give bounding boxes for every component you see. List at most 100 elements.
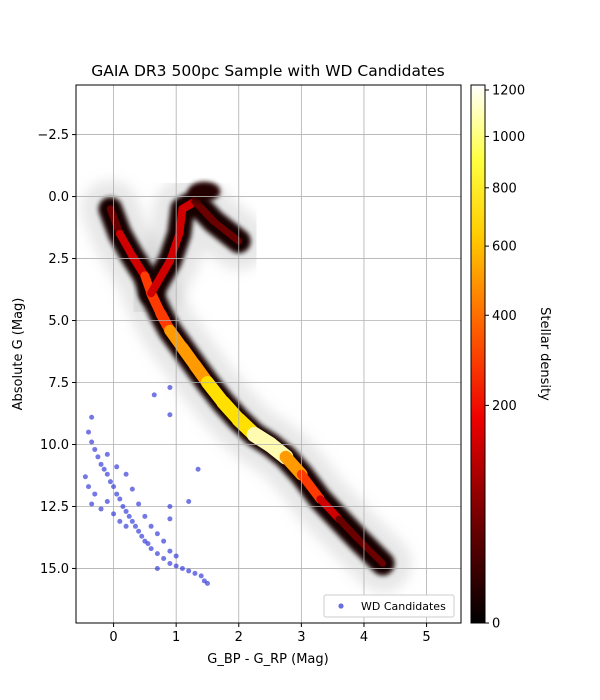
- wd-candidate-point: [167, 548, 173, 554]
- wd-candidate-point: [204, 580, 210, 586]
- wd-candidate-point: [179, 565, 185, 571]
- wd-candidate-point: [98, 461, 104, 467]
- main-sequence-segment: [316, 495, 343, 523]
- wd-candidate-point: [148, 546, 154, 552]
- x-axis-ticks: 0 1 2 3 4 5: [109, 623, 431, 645]
- wd-candidate-point: [114, 464, 120, 470]
- y-axis-ticks: −2.5 0.0 2.5 5.0 7.5 10.0 12.5 15.0: [37, 128, 76, 577]
- wd-candidate-point: [126, 513, 132, 519]
- colorbar-tick-label: 800: [492, 181, 517, 196]
- colorbar-tick-label: 1000: [492, 130, 525, 145]
- main-sequence-segment: [354, 535, 386, 567]
- wd-candidate-point: [151, 392, 157, 398]
- red-clump: [188, 181, 221, 202]
- colorbar-label: Stellar density: [537, 307, 552, 401]
- wd-candidate-point: [139, 533, 145, 539]
- wd-candidate-point: [132, 523, 138, 529]
- colorbar-tick-label: 400: [492, 309, 517, 324]
- giant-branch-segment: [175, 204, 187, 238]
- giant-branch-segment: [191, 197, 218, 226]
- wd-candidate-point: [186, 499, 192, 505]
- main-sequence-segment: [106, 205, 124, 238]
- wd-candidate-point: [136, 528, 142, 534]
- main-sequence-segment: [335, 515, 362, 543]
- wd-candidate-point: [104, 451, 110, 457]
- wd-candidates-series: [82, 384, 210, 586]
- wd-candidate-point: [129, 486, 135, 492]
- wd-candidate-point: [195, 466, 201, 472]
- colorbar-tick-label: 0: [492, 617, 500, 632]
- wd-candidate-point: [120, 503, 126, 509]
- wd-candidate-point: [117, 518, 123, 524]
- wd-candidate-point: [92, 446, 98, 452]
- wd-candidate-point: [123, 508, 129, 514]
- giant-branch-segment: [166, 229, 184, 265]
- y-tick-label: 5.0: [48, 314, 69, 329]
- wd-candidate-point: [167, 560, 173, 566]
- y-tick-label: 12.5: [40, 500, 69, 515]
- wd-candidate-point: [167, 412, 173, 418]
- chart-title: GAIA DR3 500pc Sample with WD Candidates: [91, 62, 444, 80]
- x-tick-label: 5: [422, 630, 430, 645]
- wd-candidate-point: [98, 506, 104, 512]
- colorbar-ticks: 0 200 400 600 800 1000 1200: [485, 84, 525, 632]
- x-tick-label: 0: [109, 630, 117, 645]
- wd-candidate-point: [186, 568, 192, 574]
- wd-candidate-point: [123, 471, 129, 477]
- wd-candidate-point: [129, 518, 135, 524]
- colorbar-tick-label: 1200: [492, 84, 525, 99]
- wd-candidate-point: [101, 466, 107, 472]
- plot-area: [76, 85, 461, 623]
- wd-candidate-point: [173, 563, 179, 569]
- y-tick-label: 0.0: [48, 190, 69, 205]
- main-sequence-segment: [296, 469, 325, 504]
- wd-candidate-point: [107, 479, 113, 485]
- wd-candidate-point: [167, 384, 173, 390]
- wd-candidate-point: [86, 429, 92, 435]
- legend-marker: [338, 603, 344, 609]
- wd-candidate-point: [161, 556, 167, 562]
- wd-candidate-point: [192, 570, 198, 576]
- y-tick-label: 15.0: [40, 562, 69, 577]
- colorbar: 0 200 400 600 800 1000 1200 Stellar density: [470, 84, 552, 632]
- wd-candidate-point: [104, 499, 110, 505]
- x-tick-label: 3: [297, 630, 305, 645]
- wd-candidate-point: [145, 541, 151, 547]
- colorbar-tick-label: 200: [492, 399, 517, 414]
- x-tick-label: 1: [172, 630, 180, 645]
- colorbar-gradient: [470, 84, 486, 624]
- wd-candidate-point: [104, 471, 110, 477]
- wd-candidate-point: [86, 484, 92, 490]
- main-sequence-segment: [115, 229, 137, 260]
- x-axis-label: G_BP - G_RP (Mag): [207, 652, 328, 667]
- wd-candidate-point: [161, 538, 167, 544]
- wd-candidate-point: [148, 523, 154, 529]
- grid-lines: [76, 85, 461, 623]
- wd-candidate-point: [92, 491, 98, 497]
- wd-candidate-point: [89, 414, 95, 420]
- wd-candidate-point: [95, 454, 101, 460]
- wd-candidate-point: [154, 531, 160, 537]
- wd-candidate-point: [82, 474, 88, 480]
- giant-branch-segment: [210, 217, 243, 245]
- wd-candidate-point: [89, 501, 95, 507]
- stellar-density-layer: [81, 172, 412, 593]
- plot-frame: [75, 84, 462, 624]
- wd-candidate-point: [154, 565, 160, 571]
- wd-candidate-point: [111, 511, 117, 517]
- colorbar-tick-label: 600: [492, 240, 517, 255]
- wd-candidate-point: [154, 551, 160, 557]
- legend-box: [323, 594, 455, 618]
- wd-candidate-point: [89, 439, 95, 445]
- wd-candidate-point: [117, 496, 123, 502]
- giant-branch-segment: [147, 256, 174, 298]
- wd-candidate-point: [167, 516, 173, 522]
- wd-candidate-point: [198, 573, 204, 579]
- wd-candidate-point: [167, 503, 173, 509]
- y-axis-label: Absolute G (Mag): [11, 298, 26, 411]
- wd-candidate-point: [173, 553, 179, 559]
- x-tick-label: 2: [235, 630, 243, 645]
- wd-candidate-point: [136, 501, 142, 507]
- wd-candidate-point: [111, 484, 117, 490]
